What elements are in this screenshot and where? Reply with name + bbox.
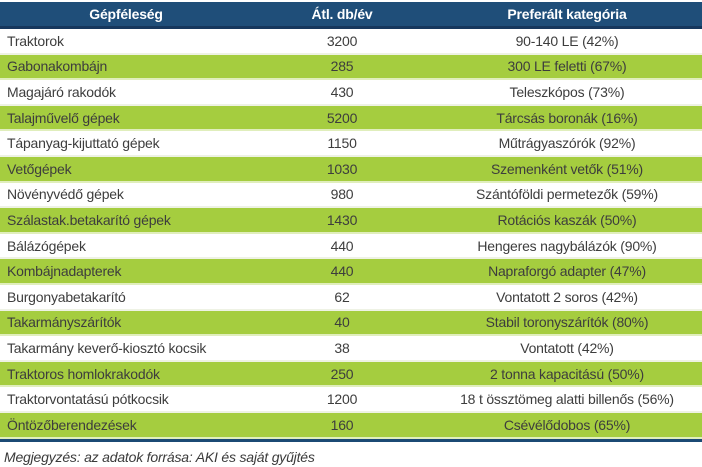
cell-machine-type: Tápanyag-kijuttató gépek xyxy=(7,135,160,152)
source-note: Megjegyzés: az adatok forrása: AKI és sa… xyxy=(4,448,315,465)
cell-avg-per-year: 440 xyxy=(330,237,354,254)
cell-preferred-category: Vontatott (42%) xyxy=(520,339,614,356)
cell-avg-per-year: 1150 xyxy=(327,135,357,152)
cell-machine-type: Traktoros homlokrakodók xyxy=(7,365,160,382)
cell-avg-per-year: 1430 xyxy=(326,211,358,228)
cell-machine-type: Kombájnadapterek xyxy=(7,263,122,280)
cell-machine-type: Bálázógépek xyxy=(7,237,86,254)
cell-avg-per-year: 1200 xyxy=(326,391,358,408)
cell-machine-type: Takarmány keverő-kiosztó kocsik xyxy=(7,339,207,356)
table-row: Takarmányszárítók 40 Stabil toronyszárít… xyxy=(0,310,702,337)
cell-machine-type: Magajáró rakodók xyxy=(7,83,116,100)
cell-machine-type: Növényvédő gépek xyxy=(7,186,124,203)
cell-machine-type: Traktorvontatású pótkocsik xyxy=(7,391,169,408)
cell-preferred-category: Műtrágyaszórók (92%) xyxy=(498,135,636,152)
cell-avg-per-year: 980 xyxy=(330,186,354,203)
cell-preferred-category: Napraforgó adapter (47%) xyxy=(488,263,646,280)
cell-preferred-category: Szántóföldi permetezők (59%) xyxy=(476,186,658,203)
cell-preferred-category: 90-140 LE (42%) xyxy=(515,32,619,49)
table-row: Szálastak.betakarító gépek 1430 Rotációs… xyxy=(0,208,702,234)
table-row: Gabonakombájn 285 300 LE feletti (67%) xyxy=(0,54,702,81)
table-row: Növényvédő gépek 980 Szántóföldi permete… xyxy=(0,182,702,209)
table-row: Öntözőberendezések 160 Csévélődobos (65%… xyxy=(0,412,702,439)
cell-machine-type: Takarmányszárítók xyxy=(7,314,122,331)
table-row: Burgonyabetakarító 62 Vontatott 2 soros … xyxy=(0,284,702,311)
column-header-preferred-category: Preferált kategória xyxy=(507,6,627,22)
cell-preferred-category: Stabil toronyszárítók (80%) xyxy=(485,314,649,331)
cell-preferred-category: 2 tonna kapacitású (50%) xyxy=(490,365,644,382)
cell-machine-type: Traktorok xyxy=(7,32,64,49)
cell-preferred-category: Vontatott 2 soros (42%) xyxy=(496,288,638,305)
table-body: Traktorok 3200 90-140 LE (42%) Gabonakom… xyxy=(0,29,702,439)
cell-machine-type: Szálastak.betakarító gépek xyxy=(7,211,171,228)
table-row: Bálázógépek 440 Hengeres nagybálázók (90… xyxy=(0,233,702,260)
table-header-row: Gépféleség Átl. db/év Preferált kategóri… xyxy=(0,2,702,29)
cell-preferred-category: Hengeres nagybálázók (90%) xyxy=(477,237,657,254)
cell-avg-per-year: 5200 xyxy=(326,109,358,126)
table-row: Tápanyag-kijuttató gépek 1150 Műtrágyasz… xyxy=(0,131,702,157)
cell-machine-type: Talajművelő gépek xyxy=(7,109,120,126)
cell-avg-per-year: 62 xyxy=(334,288,350,305)
table-row: Traktorok 3200 90-140 LE (42%) xyxy=(0,29,702,55)
table-row: Traktorvontatású pótkocsik 1200 18 t öss… xyxy=(0,387,702,413)
machinery-table: Gépféleség Átl. db/év Preferált kategóri… xyxy=(0,2,702,442)
cell-avg-per-year: 1030 xyxy=(326,160,358,177)
cell-preferred-category: Szemenként vetők (51%) xyxy=(490,160,643,177)
cell-preferred-category: Teleszkópos (73%) xyxy=(509,83,625,100)
cell-avg-per-year: 40 xyxy=(334,314,350,331)
table-row: Talajművelő gépek 5200 Tárcsás boronák (… xyxy=(0,105,702,132)
table-row: Magajáró rakodók 430 Teleszkópos (73%) xyxy=(0,80,702,106)
cell-preferred-category: 300 LE feletti (67%) xyxy=(507,58,627,75)
cell-machine-type: Öntözőberendezések xyxy=(7,416,137,433)
cell-avg-per-year: 285 xyxy=(330,58,354,75)
table-row: Traktoros homlokrakodók 250 2 tonna kapa… xyxy=(0,361,702,388)
cell-avg-per-year: 250 xyxy=(330,365,354,382)
table-row: Takarmány keverő-kiosztó kocsik 38 Vonta… xyxy=(0,336,702,362)
column-header-machine-type: Gépféleség xyxy=(89,6,163,22)
cell-machine-type: Burgonyabetakarító xyxy=(7,288,126,305)
table-row: Vetőgépek 1030 Szemenként vetők (51%) xyxy=(0,156,702,183)
cell-machine-type: Vetőgépek xyxy=(7,160,72,177)
cell-avg-per-year: 3200 xyxy=(326,32,358,49)
cell-preferred-category: 18 t össztömeg alatti billenős (56%) xyxy=(460,391,674,408)
table-row: Kombájnadapterek 440 Napraforgó adapter … xyxy=(0,259,702,285)
cell-preferred-category: Rotációs kaszák (50%) xyxy=(497,211,637,228)
cell-avg-per-year: 160 xyxy=(330,416,354,433)
cell-avg-per-year: 440 xyxy=(330,263,354,280)
cell-avg-per-year: 430 xyxy=(330,83,354,100)
cell-preferred-category: Tárcsás boronák (16%) xyxy=(496,109,638,126)
cell-preferred-category: Csévélődobos (65%) xyxy=(503,416,631,433)
cell-machine-type: Gabonakombájn xyxy=(7,58,108,75)
column-header-avg-per-year: Átl. db/év xyxy=(311,6,373,22)
cell-avg-per-year: 38 xyxy=(334,339,350,356)
